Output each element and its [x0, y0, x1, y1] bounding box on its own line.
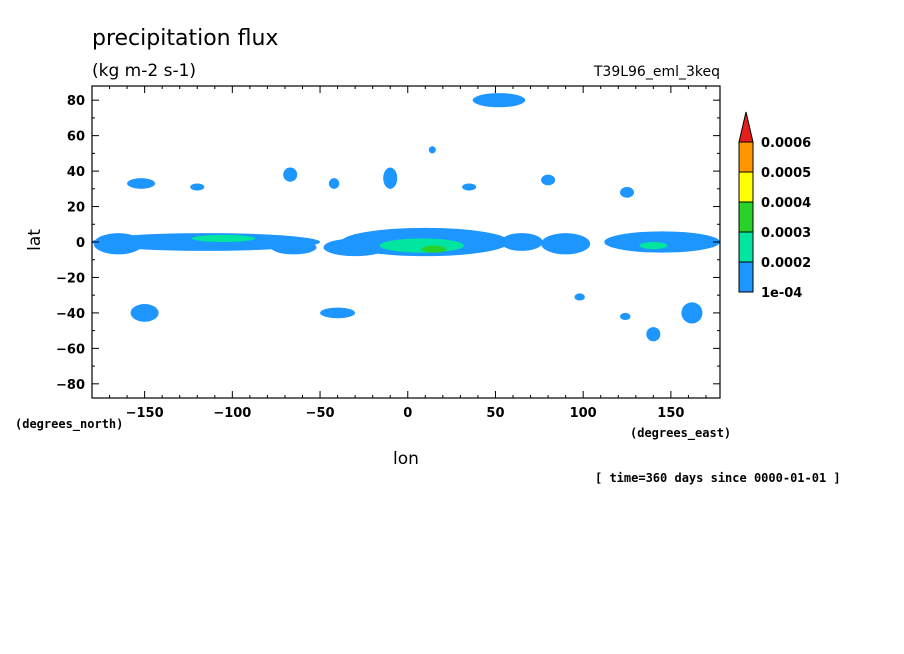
x-tick-label: 150 — [657, 406, 684, 421]
y-tick-label: −80 — [56, 378, 85, 393]
x-tick-label: −150 — [126, 406, 164, 421]
precip-region — [328, 178, 340, 189]
y-units-label: (degrees_north) — [15, 417, 123, 432]
y-axis-label: lat — [25, 229, 45, 251]
colorbar-box — [738, 171, 754, 203]
precip-region — [604, 231, 721, 253]
x-units-label: (degrees_east) — [630, 426, 731, 441]
x-tick-label: −100 — [213, 406, 251, 421]
precip-region — [681, 302, 703, 324]
precip-region — [574, 293, 585, 301]
chart-title: precipitation flux — [92, 26, 278, 51]
x-tick-label: 100 — [570, 406, 597, 421]
precip-region — [541, 233, 591, 255]
precip-region — [646, 327, 661, 342]
precip-region — [91, 233, 321, 251]
precip-region — [127, 178, 156, 189]
precip-region — [320, 307, 356, 319]
time-label: [ time=360 days since 0000-01-01 ] — [595, 471, 841, 485]
colorbar-box — [738, 261, 754, 293]
colorbar-label: 1e-04 — [761, 286, 802, 301]
y-tick-label: 60 — [67, 130, 85, 145]
plot-area: −150 −100 −50 0 50 100 150 80 60 40 20 0 −20 −40 −60 −… — [56, 85, 721, 421]
precip-region — [270, 240, 317, 255]
precip-region — [130, 304, 159, 322]
precip-region — [500, 233, 543, 251]
colorbar-label: 0.0006 — [761, 136, 811, 151]
y-axis-ticks: 80 60 40 20 0 −20 −40 −60 −80 — [56, 94, 720, 393]
y-tick-label: −20 — [56, 271, 85, 286]
y-tick-label: −40 — [56, 307, 85, 322]
precip-region — [620, 187, 635, 198]
precip-region — [93, 233, 143, 255]
precip-region — [190, 183, 205, 191]
precip-region — [472, 93, 526, 108]
precip-region — [191, 234, 256, 242]
colorbar-box — [738, 141, 754, 173]
precip-region — [283, 167, 298, 182]
run-label: T39L96_eml_3keq — [593, 64, 720, 80]
colorbar-label: 0.0003 — [761, 226, 811, 241]
precip-region — [379, 238, 464, 253]
y-tick-label: 80 — [67, 94, 85, 109]
x-tick-label: 50 — [486, 406, 504, 421]
colorbar-label: 0.0005 — [761, 166, 811, 181]
units-label: (kg m-2 s-1) — [92, 61, 196, 81]
precip-region — [462, 183, 477, 191]
x-tick-label: 0 — [403, 406, 412, 421]
colorbar-label: 0.0002 — [761, 256, 811, 271]
precip-region — [383, 167, 398, 189]
colorbar-box — [738, 231, 754, 263]
colorbar-arrow — [738, 111, 754, 143]
precip-region — [428, 146, 436, 154]
y-tick-label: 20 — [67, 201, 85, 216]
y-tick-label: −60 — [56, 342, 85, 357]
precip-region — [323, 238, 387, 257]
colorbar-label: 0.0004 — [761, 196, 811, 211]
precip-region — [639, 242, 668, 250]
x-axis-ticks: −150 −100 −50 0 50 100 150 — [109, 86, 707, 421]
precip-regions — [91, 93, 721, 342]
x-axis-label: lon — [393, 449, 419, 469]
precip-region — [421, 245, 447, 253]
y-tick-label: 40 — [67, 165, 85, 180]
colorbar-legend: 1e-04 0.0002 0.0003 0.0004 0.0005 0.0006 — [738, 111, 811, 301]
colorbar-box — [738, 201, 754, 233]
precip-region — [541, 174, 556, 186]
x-tick-label: −50 — [306, 406, 335, 421]
precip-region — [620, 312, 631, 321]
y-tick-label: 0 — [76, 236, 85, 251]
